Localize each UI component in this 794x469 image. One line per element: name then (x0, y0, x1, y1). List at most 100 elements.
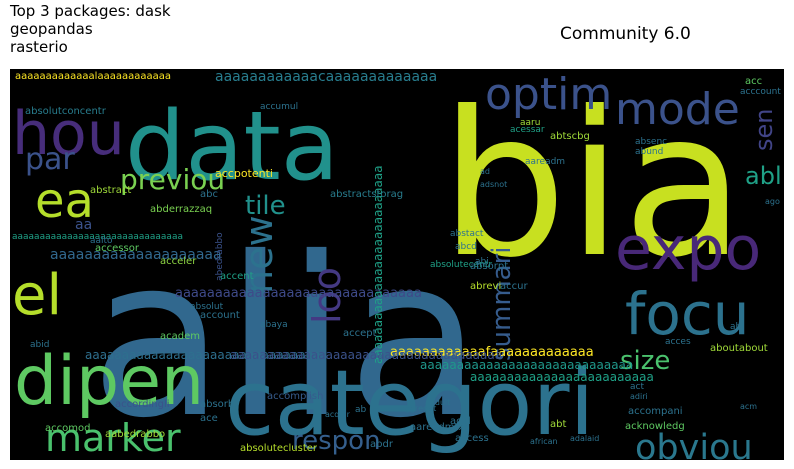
word-abedrabbo: abedrabbo (215, 232, 225, 281)
word-abrevi: abrevi (470, 281, 501, 292)
chart-title: Community 6.0 (560, 24, 691, 44)
word-act: act (630, 382, 644, 392)
word-absenc: absenc (635, 137, 667, 147)
word-focu: focu (625, 280, 750, 348)
word-ad: ad (480, 167, 490, 176)
word-absorpt: absorpt (470, 261, 508, 272)
word-aaru: aaru (520, 118, 540, 128)
word-acccount: acccount (740, 87, 781, 97)
word-accomplish: accomplish (267, 391, 323, 402)
word-tile: tile (245, 191, 286, 221)
word-ea: ea (35, 173, 94, 229)
word-abl: abl (745, 162, 782, 190)
word-aaaaaaaaaaaaaaaaaaaaaaaaaaaaaaa: aaaaaaaaaaaaaaaaaaaaaaaaaaaaaaa (12, 232, 183, 242)
word-acquir: acquir (325, 410, 351, 419)
word-ace: ace (200, 413, 218, 424)
word-respon: respon (292, 426, 381, 456)
word-acc: acc (745, 76, 762, 87)
word-abstractstorag: abstractstorag (330, 189, 403, 200)
word-aaaaaaaaaaaaaaaaaaaaaaaaaaaaaaa: aaaaaaaaaaaaaaaaaaaaaaaaaaaaaaa (175, 286, 422, 301)
word-abid: abid (30, 340, 49, 350)
word-ab: ab (355, 405, 367, 415)
word-dipen: dipen (14, 342, 204, 421)
word-aggregat: aggregat (400, 404, 436, 413)
word-summari: summari (487, 246, 517, 361)
word-alia: alia (90, 210, 482, 460)
word-loo: loo (305, 267, 349, 324)
word-aa: aa (75, 217, 92, 233)
word-abund: abund (635, 147, 663, 157)
word-abcd: abcd (455, 242, 477, 252)
word-abl: abl (730, 322, 744, 332)
word-accur: accur (500, 281, 528, 292)
word-aabedrabbo: aabedrabbo (105, 429, 165, 440)
word-abi: abi (475, 257, 489, 267)
word-accumul: accumul (260, 102, 298, 112)
word-accent: accent (220, 271, 254, 282)
word-abstract: abstract (90, 185, 131, 196)
word-adult: adult (430, 398, 450, 407)
word-abstact: abstact (450, 229, 484, 239)
figure-title-line-3: rasterio (10, 38, 68, 56)
word-abaya: abaya (260, 320, 288, 330)
word-aaaaaaaaaaaafaaaaaaaaaaaaa: aaaaaaaaaaaafaaaaaaaaaaaaa (390, 345, 594, 360)
word-absolutecentr: absolutecentr (430, 260, 492, 270)
word-abtscbg: abtscbg (550, 131, 590, 142)
word-abc: abc (200, 189, 218, 200)
word-absolutecluster: absolutecluster (240, 443, 318, 454)
word-aaaaaaaaaaaaaaaaaaaaaaaaaaa: aaaaaaaaaaaaaaaaaaaaaaaaaaa (371, 165, 385, 364)
word-academ: academ (160, 331, 200, 342)
word-aaaaaaaaaaaaaaaaaaaaaaaaaaaaaaaa: aaaaaaaaaaaaaaaaaaaaaaaaaaaaaaaa (85, 348, 320, 362)
word-previou: previou (120, 163, 225, 196)
word-accpotenti: accpotenti (215, 167, 273, 180)
word-adalaid: adalaid (570, 434, 599, 443)
word-marker: marker (45, 416, 181, 460)
word-sen: sen (750, 109, 778, 151)
word-accessor: accessor (95, 243, 140, 254)
word-el: el (12, 263, 62, 328)
word-hou: hou (12, 99, 125, 169)
word-access: access (455, 433, 489, 444)
word-aalto: aalto (90, 236, 113, 246)
word-abderrazzaq: abderrazzaq (150, 204, 212, 215)
word-new: new (237, 215, 281, 294)
word-aaaaaaaaaaaaaaaaaaaaaaaaaaaaa: aaaaaaaaaaaaaaaaaaaaaaaaaaaaa (420, 358, 633, 372)
word-acknowledg: acknowledg (625, 421, 685, 432)
word-account: account (200, 310, 240, 321)
word-par: par (25, 142, 75, 177)
word-cloud-background (10, 69, 784, 460)
word-acceler: acceler (160, 256, 197, 267)
word-bia: bia (440, 69, 745, 302)
word-aaaaaaaaaaaaalaaaaaaaaaaaa: aaaaaaaaaaaaalaaaaaaaaaaaa (15, 71, 171, 82)
word-aareadm: aareadm (525, 157, 565, 167)
word-obviou: obviou (635, 428, 753, 460)
word-acces: acces (665, 337, 691, 347)
word-expo: expo (615, 214, 761, 284)
word-abdr: abdr (370, 439, 394, 450)
word-accordingli: accordingli (115, 399, 170, 410)
word-accept: accept (343, 328, 377, 339)
word-categori: categori (225, 351, 595, 456)
figure-title-line-1: Top 3 packages: dask (10, 2, 171, 20)
word-absolutconcentr: absolutconcentr (25, 106, 107, 117)
figure-title: Top 3 packages: dask geopandas rasterio (10, 2, 270, 56)
word-data: data (125, 92, 339, 202)
word-aboutabout: aboutabout (710, 343, 768, 354)
word-adsnot: adsnot (480, 180, 507, 189)
word-aaaaaaaaaaaaaaaaaaaaaaaaa: aaaaaaaaaaaaaaaaaaaaaaaaa (470, 370, 654, 384)
word-acessar: acessar (510, 125, 545, 135)
word-optim: optim (485, 69, 612, 120)
word-adiri: adiri (630, 392, 648, 401)
word-mode: mode (615, 84, 740, 135)
word-acid: acid (450, 416, 471, 427)
word-aaaaaaaaaaaacaaaaaaaaaaaaa: aaaaaaaaaaaacaaaaaaaaaaaaa (215, 69, 437, 85)
word-abt: abt (550, 419, 566, 430)
word-size: size (620, 346, 670, 376)
figure-title-line-2: geopandas (10, 20, 93, 38)
word-accomod: accomod (45, 423, 90, 434)
word-aaaaaaaaaaaaaaaaaaaa: aaaaaaaaaaaaaaaaaaaa (50, 247, 222, 263)
word-african: african (530, 437, 558, 446)
word-accompani: accompani (628, 406, 683, 417)
